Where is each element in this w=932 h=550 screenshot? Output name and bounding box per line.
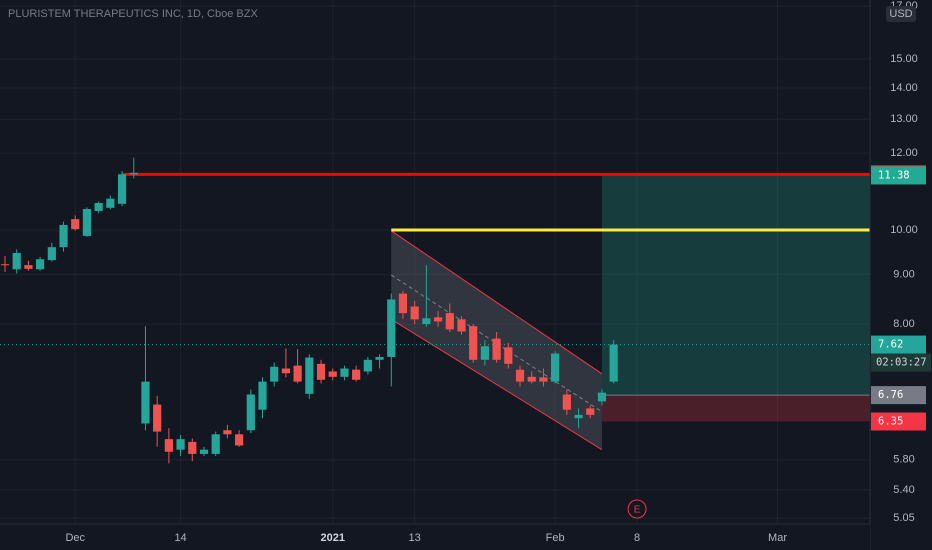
candle-body xyxy=(515,369,525,382)
price-tag xyxy=(871,335,926,354)
candle-body xyxy=(328,371,337,377)
countdown: 02:03:27 xyxy=(876,357,927,369)
candle-body xyxy=(94,203,103,211)
candle-body xyxy=(59,224,68,248)
chart-title: PLURISTEM THERAPEUTICS INC, 1D, Cboe BZX xyxy=(8,8,258,20)
y-tick-label: 8.00 xyxy=(893,318,914,330)
candle-body xyxy=(469,326,478,360)
x-tick-label: 8 xyxy=(634,532,640,544)
candle-body xyxy=(164,439,173,452)
candle-body xyxy=(270,366,279,382)
candle-body xyxy=(117,174,127,204)
candle-body xyxy=(0,264,10,266)
channel-line xyxy=(390,230,603,375)
target-zone xyxy=(601,175,870,396)
x-tick-label: 14 xyxy=(174,532,186,544)
candle-body xyxy=(363,359,372,372)
stop-zone xyxy=(601,395,870,422)
candle-body xyxy=(422,318,431,325)
price-tag-label: 6.35 xyxy=(878,415,903,427)
candle-body xyxy=(480,346,490,360)
candle-body xyxy=(47,247,56,261)
price-tag-label: 11.38 xyxy=(878,169,910,181)
candle-body xyxy=(176,439,185,450)
earnings-marker[interactable] xyxy=(627,499,647,519)
candle-body xyxy=(235,434,244,446)
y-tick-label: 5.40 xyxy=(893,484,914,496)
candle-body xyxy=(293,365,302,382)
candle-body xyxy=(597,392,607,402)
candle-body xyxy=(551,353,560,382)
earnings-label: E xyxy=(634,505,641,516)
candle-body xyxy=(305,357,314,394)
price-tag-label: 7.62 xyxy=(878,339,903,351)
candle-body xyxy=(492,338,501,360)
candle-body xyxy=(24,265,33,269)
candle-body xyxy=(609,344,618,382)
y-tick-label: 12.00 xyxy=(890,147,918,159)
candle-body xyxy=(539,377,548,382)
currency: USD xyxy=(889,8,912,20)
countdown-tag xyxy=(871,353,931,372)
candle-body xyxy=(12,252,21,270)
candle-body xyxy=(352,369,361,380)
y-tick-label: 13.00 xyxy=(890,113,918,125)
currency-badge[interactable] xyxy=(886,6,916,22)
candle-body xyxy=(445,313,454,330)
time-axis xyxy=(0,524,870,550)
candle-body xyxy=(281,368,291,374)
candle-body xyxy=(398,293,408,314)
price-tag xyxy=(871,166,926,185)
candle-body xyxy=(71,219,80,230)
candle-body xyxy=(375,356,384,360)
y-tick-label: 9.00 xyxy=(893,268,914,280)
candle-body xyxy=(188,441,197,454)
candle-body xyxy=(129,172,138,175)
x-tick-label: Dec xyxy=(65,532,85,544)
candle-body xyxy=(223,430,232,435)
candle-body xyxy=(527,376,536,382)
y-tick-label: 5.80 xyxy=(893,454,914,466)
candle-body xyxy=(410,306,419,320)
candle-body xyxy=(574,414,583,419)
candle-body xyxy=(457,319,466,332)
candle-body xyxy=(387,299,396,357)
candle-body xyxy=(258,381,267,410)
candle-body xyxy=(106,198,115,208)
price-tag xyxy=(871,412,926,431)
x-tick-label: Mar xyxy=(768,532,787,544)
candle-body xyxy=(141,381,150,424)
candle-body xyxy=(504,347,513,364)
candle-body xyxy=(586,408,595,415)
x-tick-label: 2021 xyxy=(320,532,344,544)
candle-body xyxy=(36,259,45,270)
candle-body xyxy=(211,434,220,454)
candle-body xyxy=(340,368,349,377)
channel-line xyxy=(391,318,603,451)
x-tick-label: 13 xyxy=(409,532,421,544)
candle-body xyxy=(316,363,326,380)
candle-body xyxy=(82,208,92,236)
price-tag-label: 6.76 xyxy=(878,389,903,401)
candle-body xyxy=(153,404,162,432)
candle-body xyxy=(562,394,571,410)
candle-body xyxy=(199,449,209,454)
x-tick-label: Feb xyxy=(546,532,565,544)
candle-body xyxy=(433,317,443,322)
y-tick-label: 15.00 xyxy=(890,53,918,65)
price-axis xyxy=(870,0,932,550)
y-tick-label: 14.00 xyxy=(890,82,918,94)
y-tick-label: 10.00 xyxy=(890,224,918,236)
candle-body xyxy=(246,394,255,431)
price-tag xyxy=(871,386,926,405)
y-tick-label: 5.05 xyxy=(893,512,914,524)
